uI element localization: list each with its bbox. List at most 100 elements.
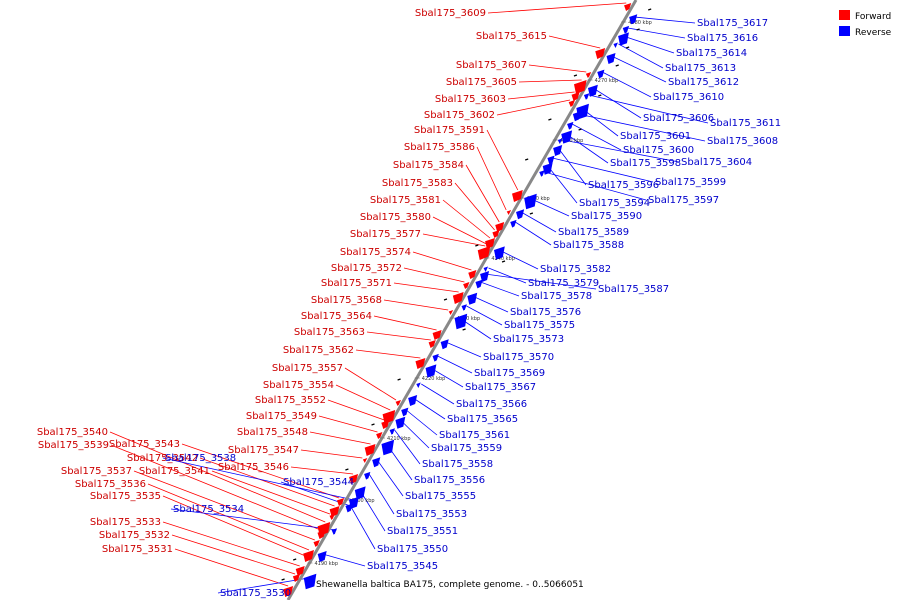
forward-gene-label: Sbal175_3607 bbox=[456, 60, 527, 71]
reverse-leader-line bbox=[480, 281, 520, 297]
axis-tick-label: 4270 kbp bbox=[595, 78, 619, 84]
forward-leader-line bbox=[548, 35, 601, 49]
reverse-leader-line bbox=[445, 341, 482, 358]
forward-gene-label: Sbal175_3574 bbox=[340, 247, 411, 258]
reverse-gene-label: Sbal175_3530 bbox=[220, 588, 291, 599]
reverse-gene-label: Sbal175_3611 bbox=[710, 118, 781, 129]
forward-gene-label: Sbal175_3568 bbox=[311, 295, 382, 306]
reverse-leader-line bbox=[611, 55, 667, 83]
forward-leader-line bbox=[383, 299, 449, 311]
axis-tick-label: 4220 kbp bbox=[422, 376, 446, 382]
forward-leader-line bbox=[300, 449, 363, 459]
forward-gene-label: Sbal175_3605 bbox=[446, 77, 517, 88]
reverse-gene-label: Sbal175_3551 bbox=[387, 526, 458, 537]
reverse-gene-arrow bbox=[354, 486, 366, 500]
reverse-leader-line bbox=[557, 147, 587, 186]
forward-leader-line bbox=[162, 495, 306, 557]
reverse-leader-line bbox=[498, 249, 539, 270]
axis-tick-label: 4240 kbp bbox=[491, 256, 515, 262]
reverse-gene-arrow bbox=[597, 69, 605, 79]
reverse-gene-arrow bbox=[395, 416, 406, 429]
feature-mark bbox=[462, 328, 466, 331]
feature-mark bbox=[578, 128, 582, 131]
forward-gene-arrow bbox=[313, 540, 320, 547]
axis-tick-label: 4280 kbp bbox=[628, 20, 652, 26]
reverse-gene-label: Sbal175_3544 bbox=[283, 477, 354, 488]
feature-mark bbox=[529, 212, 534, 215]
reverse-gene-label: Sbal175_3588 bbox=[553, 240, 624, 251]
forward-gene-arrow bbox=[463, 282, 470, 289]
reverse-leader-line bbox=[162, 457, 355, 501]
forward-gene-arrow bbox=[492, 230, 500, 238]
feature-mark bbox=[443, 298, 448, 301]
reverse-leader-line bbox=[430, 367, 464, 388]
reverse-gene-arrow bbox=[524, 193, 537, 210]
reverse-gene-label: Sbal175_3556 bbox=[414, 475, 485, 486]
reverse-gene-label: Sbal175_3589 bbox=[558, 227, 629, 238]
forward-gene-arrow bbox=[376, 432, 383, 439]
reverse-gene-label: Sbal175_3570 bbox=[483, 352, 554, 363]
forward-gene-label: Sbal175_3543 bbox=[109, 439, 180, 450]
forward-leader-line bbox=[393, 282, 459, 293]
forward-gene-label: Sbal175_3586 bbox=[404, 142, 475, 153]
forward-gene-arrow bbox=[448, 310, 454, 315]
reverse-gene-label: Sbal175_3587 bbox=[598, 284, 669, 295]
forward-leader-line bbox=[211, 470, 331, 515]
forward-gene-label: Sbal175_3546 bbox=[218, 462, 289, 473]
forward-gene-label: Sbal175_3572 bbox=[331, 263, 402, 274]
feature-mark bbox=[598, 94, 602, 97]
forward-gene-label: Sbal175_3532 bbox=[99, 530, 170, 541]
reverse-gene-arrow bbox=[572, 111, 581, 122]
forward-gene-label: Sbal175_3563 bbox=[294, 327, 365, 338]
reverse-gene-arrow bbox=[440, 339, 449, 350]
forward-gene-arrow bbox=[306, 556, 311, 561]
reverse-leader-line bbox=[602, 71, 652, 98]
reverse-gene-arrow bbox=[349, 496, 359, 509]
forward-gene-label: Sbal175_3609 bbox=[415, 8, 486, 19]
reverse-gene-arrow bbox=[331, 528, 337, 535]
forward-leader-line bbox=[174, 548, 289, 587]
axis-tick-label: 4230 kbp bbox=[457, 316, 481, 322]
axis-tick-label: 4260 kbp bbox=[560, 138, 584, 144]
forward-gene-arrow bbox=[381, 420, 390, 429]
reverse-leader-line bbox=[394, 429, 421, 465]
reverse-gene-label: Sbal175_3575 bbox=[504, 320, 575, 331]
forward-leader-line bbox=[327, 399, 385, 421]
forward-gene-label: Sbal175_3591 bbox=[414, 125, 485, 136]
forward-leader-line bbox=[373, 315, 437, 331]
forward-gene-arrow bbox=[317, 530, 326, 539]
reverse-gene-arrow bbox=[461, 304, 467, 311]
forward-gene-label: Sbal175_3571 bbox=[321, 278, 392, 289]
reverse-gene-arrow bbox=[587, 84, 598, 97]
forward-gene-arrow bbox=[428, 340, 436, 348]
reverse-gene-label: Sbal175_3608 bbox=[707, 136, 778, 147]
forward-leader-line bbox=[507, 91, 575, 100]
reverse-gene-arrow bbox=[557, 138, 563, 144]
reverse-leader-line bbox=[472, 295, 509, 313]
reverse-leader-line bbox=[520, 211, 557, 233]
reverse-gene-arrow bbox=[542, 162, 553, 175]
reverse-leader-line bbox=[588, 94, 709, 124]
forward-gene-arrow bbox=[452, 292, 464, 304]
forward-gene-arrow bbox=[477, 246, 491, 260]
reverse-gene-label: Sbal175_3545 bbox=[367, 561, 438, 572]
forward-gene-label: Sbal175_3549 bbox=[246, 411, 317, 422]
forward-gene-label: Sbal175_3603 bbox=[435, 94, 506, 105]
forward-gene-label: Sbal175_3580 bbox=[360, 212, 431, 223]
genome-caption: Shewanella baltica BA175, complete genom… bbox=[316, 580, 584, 590]
forward-gene-label: Sbal175_3541 bbox=[139, 466, 210, 477]
reverse-leader-line bbox=[566, 133, 609, 164]
forward-gene-label: Sbal175_3539 bbox=[38, 440, 109, 451]
forward-leader-line bbox=[199, 457, 335, 507]
forward-gene-label: Sbal175_3577 bbox=[350, 229, 421, 240]
forward-gene-arrow bbox=[329, 514, 335, 520]
forward-gene-label: Sbal175_3584 bbox=[393, 160, 464, 171]
reverse-leader-line bbox=[405, 409, 438, 436]
reverse-gene-arrow bbox=[553, 145, 563, 156]
reverse-gene-arrow bbox=[467, 292, 478, 305]
reverse-gene-arrow bbox=[547, 155, 555, 165]
reverse-gene-arrow bbox=[416, 382, 421, 388]
forward-leader-line bbox=[109, 431, 326, 523]
reverse-gene-arrow bbox=[432, 353, 439, 362]
forward-gene-label: Sbal175_3536 bbox=[75, 479, 146, 490]
